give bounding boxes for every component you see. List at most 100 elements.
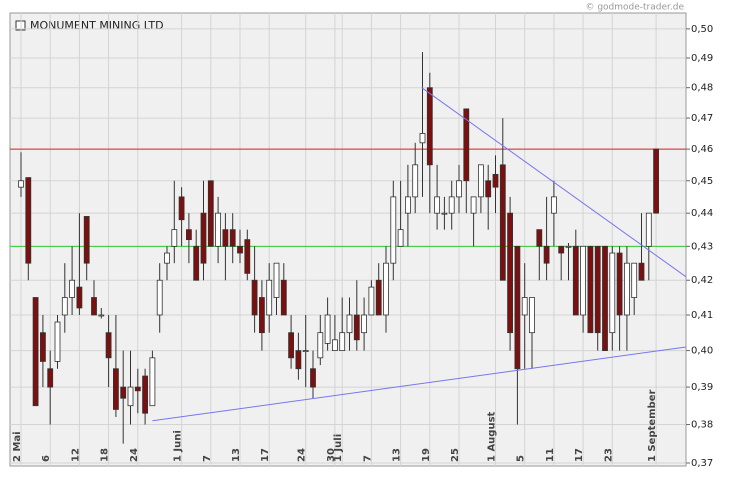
candle-body	[83, 216, 90, 264]
x-tick-label: 30	[326, 448, 337, 462]
candle-body	[288, 332, 295, 359]
candle-body	[142, 375, 149, 414]
watermark: © godmode-trader.de	[585, 3, 684, 13]
candle-body	[40, 332, 46, 362]
trend-line	[152, 346, 687, 422]
candle-body	[594, 245, 601, 334]
candle-body	[602, 245, 608, 351]
y-tick-label: 0,42	[691, 275, 713, 286]
x-tick-label: 13	[231, 448, 242, 462]
candle-body	[645, 212, 652, 247]
x-tick-label: 19	[421, 448, 432, 462]
candle-body	[76, 286, 83, 309]
candle-body	[353, 314, 360, 341]
x-tick-label: 1 September	[647, 389, 658, 462]
y-tick-label: 0,40	[691, 346, 713, 357]
y-tick-label: 0,44	[691, 208, 713, 219]
x-tick-label: 23	[603, 448, 614, 462]
candle-body	[448, 196, 455, 214]
x-tick-label: 18	[100, 448, 111, 462]
candle-body	[390, 196, 397, 264]
candle-body	[499, 164, 506, 281]
candle-body	[434, 196, 441, 214]
candle-body	[156, 279, 163, 316]
candle-body	[631, 262, 638, 298]
candle-body	[32, 297, 39, 407]
candle-body	[463, 108, 470, 182]
y-tick-label: 0,50	[691, 24, 713, 35]
candle-body	[324, 314, 331, 344]
candle-body	[368, 286, 375, 316]
x-tick-label: 7	[202, 455, 213, 462]
y-tick-label: 0,47	[691, 113, 713, 124]
candle-body	[266, 279, 273, 316]
candle-body	[383, 262, 389, 316]
candle-body	[412, 164, 419, 198]
candle-body	[521, 297, 528, 316]
candle-body	[404, 196, 411, 214]
candle-body	[375, 279, 382, 316]
candle-body	[346, 314, 353, 334]
candle-body	[193, 245, 200, 281]
candle-body	[164, 252, 170, 264]
candle-body	[609, 252, 616, 334]
x-tick-label: 6	[41, 455, 52, 462]
candle-body	[638, 262, 645, 281]
candle-body	[565, 245, 572, 248]
candle-body	[54, 321, 61, 362]
candle-body	[572, 245, 579, 316]
candle-body	[244, 239, 251, 274]
candle-body	[419, 133, 426, 144]
candle-body	[47, 368, 54, 388]
candle-body	[492, 173, 499, 188]
candle-body	[331, 339, 338, 351]
candle-body	[237, 245, 243, 254]
candle-body	[310, 368, 316, 388]
candle-body	[543, 245, 550, 264]
candle-body	[470, 196, 477, 214]
x-tick-label: 13	[392, 448, 403, 462]
candle-body	[397, 229, 404, 247]
plot-area	[9, 12, 687, 467]
candle-body	[558, 245, 565, 254]
x-tick-label: 24	[297, 448, 308, 462]
candle-body	[507, 212, 514, 334]
candle-body	[61, 297, 68, 316]
candle-body	[280, 279, 287, 316]
y-tick-label: 0,45	[691, 176, 713, 187]
candle-body	[485, 180, 492, 198]
y-tick-label: 0,48	[691, 83, 713, 94]
candle-body	[18, 180, 24, 188]
candle-body	[624, 262, 630, 316]
y-tick-label: 0,46	[691, 144, 713, 155]
candle-body	[302, 350, 309, 352]
candle-body	[120, 386, 127, 399]
candle-body	[105, 332, 112, 359]
y-tick-label: 0,39	[691, 382, 713, 393]
candle-body	[551, 196, 557, 214]
candle-body	[69, 279, 75, 298]
x-tick-label: 17	[574, 448, 585, 462]
candle-body	[134, 386, 141, 392]
x-tick-label: 24	[129, 448, 140, 462]
candle-body	[215, 212, 222, 247]
trend-line	[421, 87, 687, 278]
candle-body	[295, 350, 302, 370]
x-tick-label: 1 August	[487, 411, 498, 462]
x-tick-label: 1 Juni	[173, 430, 184, 462]
candle-body	[580, 245, 586, 316]
candle-body	[113, 368, 119, 410]
candle-body	[529, 297, 535, 334]
candle-body	[536, 229, 543, 247]
candle-body	[229, 229, 236, 247]
candle-body	[149, 357, 156, 407]
y-tick-label: 0,43	[691, 241, 713, 252]
candle-body	[317, 332, 324, 359]
candle-body	[98, 314, 105, 317]
candle-body	[339, 332, 346, 351]
candle-body	[587, 245, 594, 334]
candle-body	[178, 196, 185, 221]
x-tick-label: 7	[362, 455, 373, 462]
y-tick-label: 0,49	[691, 53, 713, 64]
candle-body	[258, 297, 265, 334]
